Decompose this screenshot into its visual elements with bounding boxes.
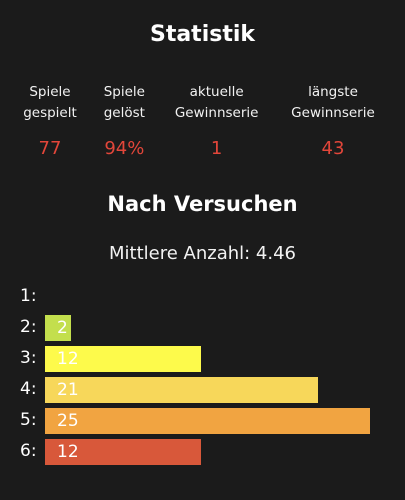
stat-value: 1	[210, 138, 223, 159]
stat-label-line2: Gewinnserie	[291, 105, 375, 121]
stat-label-line1: aktuelle	[189, 84, 244, 100]
row-label: 1:	[20, 286, 37, 306]
stat-value: 94%	[104, 138, 145, 159]
row-label: 5:	[20, 410, 37, 430]
stat-label: längste Gewinnserie	[283, 82, 383, 124]
distribution-bar: 21	[45, 377, 318, 403]
distribution-row-3: 3: 12	[20, 344, 380, 375]
stat-label-line1: Spiele	[29, 84, 71, 100]
distribution-bar: 2	[45, 315, 71, 341]
stat-longest-streak: längste Gewinnserie 43	[283, 82, 383, 159]
row-label: 2:	[20, 317, 37, 337]
distribution-row-6: 6: 12	[20, 437, 380, 468]
distribution-title: Nach Versuchen	[107, 192, 298, 216]
stat-label-line2: gelöst	[103, 105, 145, 121]
distribution-bar: 25	[45, 408, 370, 434]
row-label: 3:	[20, 348, 37, 368]
stat-label: Spiele gelöst	[98, 82, 150, 124]
stat-label-line2: gespielt	[23, 105, 77, 121]
stat-games-played: Spiele gespielt 77	[22, 82, 78, 159]
stat-label-line1: Spiele	[103, 84, 145, 100]
stat-label: Spiele gespielt	[22, 82, 78, 124]
row-label: 6:	[20, 441, 37, 461]
stat-games-solved: Spiele gelöst 94%	[98, 82, 150, 159]
stats-summary: Spiele gespielt 77 Spiele gelöst 94% akt…	[22, 82, 383, 159]
stat-label: aktuelle Gewinnserie	[171, 82, 263, 124]
stat-label-line1: längste	[308, 84, 358, 100]
average-guesses: Mittlere Anzahl: 4.46	[109, 243, 296, 264]
distribution-bar: 12	[45, 346, 201, 372]
guess-distribution: 1: 2: 2 3: 12 4: 21 5: 25 6: 12	[20, 282, 380, 468]
distribution-row-1: 1:	[20, 282, 380, 313]
distribution-row-4: 4: 21	[20, 375, 380, 406]
row-label: 4:	[20, 379, 37, 399]
distribution-row-5: 5: 25	[20, 406, 380, 437]
stat-current-streak: aktuelle Gewinnserie 1	[171, 82, 263, 159]
stat-value: 43	[321, 138, 345, 159]
stat-value: 77	[38, 138, 62, 159]
stats-title: Statistik	[149, 22, 256, 47]
stat-label-line2: Gewinnserie	[174, 105, 259, 121]
distribution-row-2: 2: 2	[20, 313, 380, 344]
distribution-bar: 12	[45, 439, 201, 465]
